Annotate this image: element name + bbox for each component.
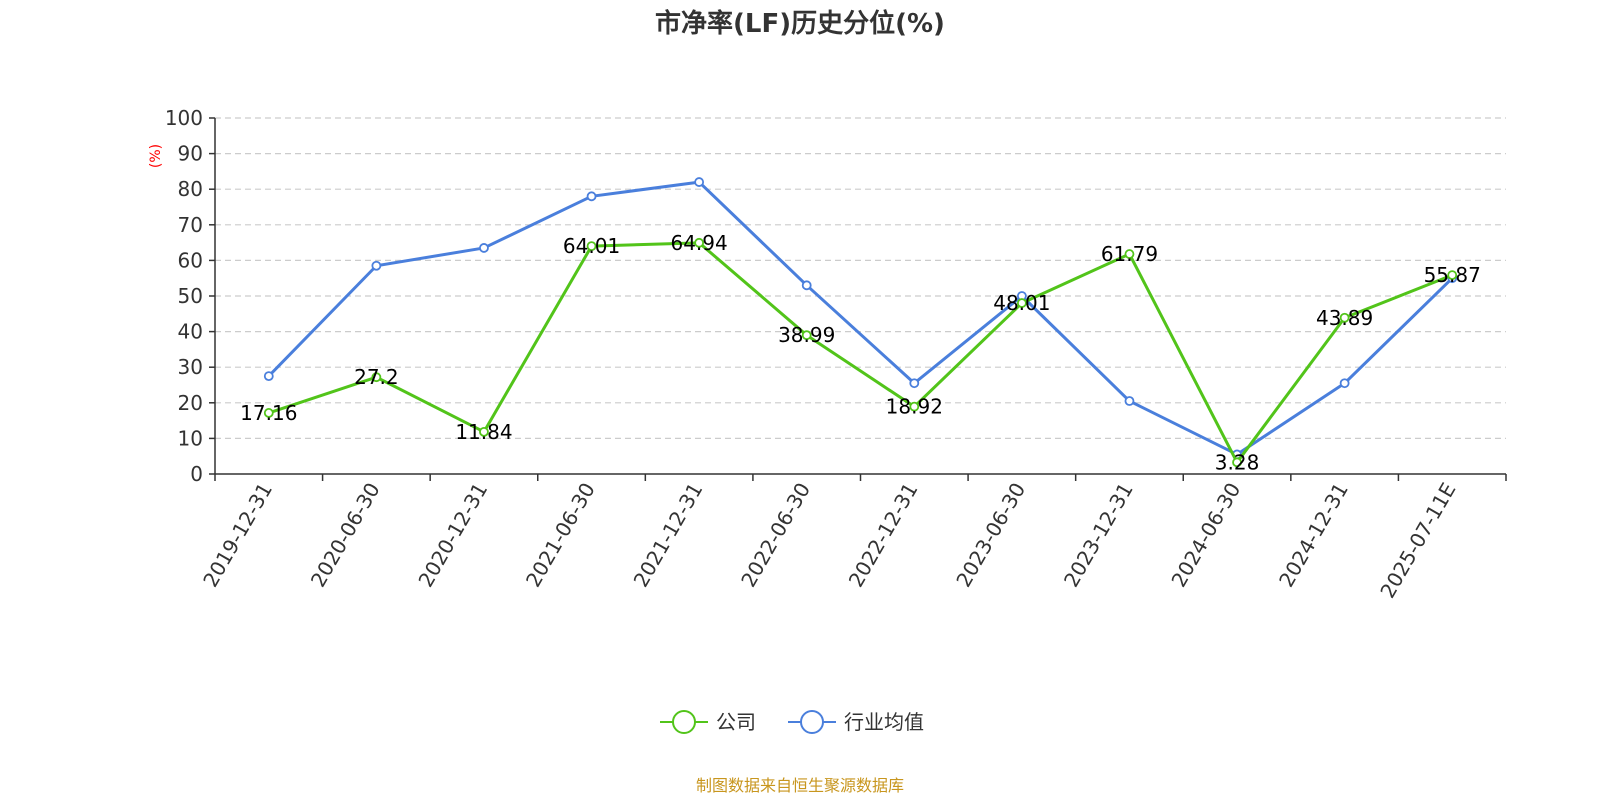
data-labels: 17.16 27.2 11.84 64.01 64.94 38.99 18.92 48.01 6…: [240, 231, 1481, 475]
series-point: [1016, 298, 1027, 308]
x-tick-label: 2019-12-31: [198, 479, 277, 592]
data-label: 38.99: [778, 323, 835, 347]
x-tick-label: 2020-12-31: [413, 479, 492, 592]
legend-marker: [800, 710, 824, 734]
series-point: [371, 372, 382, 383]
y-tick-label: 40: [178, 320, 203, 344]
series-point: [694, 177, 705, 187]
series-point: [479, 243, 489, 253]
series-line: [267, 180, 1454, 456]
series-point: [801, 280, 812, 291]
y-tick-label: 50: [178, 284, 203, 308]
y-tick-label: 90: [178, 142, 203, 166]
x-tick-label: 2022-06-30: [736, 479, 815, 592]
x-tick-label: 2025-07-11E: [1375, 479, 1460, 603]
x-tick-label: 2024-06-30: [1166, 479, 1245, 592]
data-label: 43.89: [1316, 306, 1373, 330]
series-point: [263, 408, 274, 418]
series-point: [1447, 270, 1458, 281]
chart-title: 市净率(LF)历史分位(%): [655, 8, 945, 39]
y-tick-label: 0: [190, 462, 203, 486]
legend-item[interactable]: 行业均值: [788, 710, 924, 734]
series-point: [1124, 249, 1135, 259]
series-point: [909, 401, 920, 412]
source-note: 制图数据来自恒生聚源数据库: [696, 776, 904, 795]
series-point: [1339, 378, 1350, 389]
data-label: 18.92: [886, 395, 943, 419]
y-tick-label: 20: [178, 391, 203, 415]
grid-lines: [215, 117, 1506, 439]
data-label: 64.94: [670, 231, 727, 255]
series-point: [586, 241, 597, 252]
y-tick-label: 10: [178, 426, 203, 450]
y-axis-unit: (%): [148, 144, 164, 168]
legend-label: 公司: [716, 710, 756, 734]
series-point: [1232, 457, 1242, 468]
legend[interactable]: 公司 行业均值: [660, 710, 924, 734]
legend-marker: [672, 710, 696, 734]
series-point: [263, 371, 274, 382]
data-label: 3.28: [1215, 450, 1260, 474]
series-point: [1124, 396, 1135, 406]
y-tick-label: 60: [178, 248, 203, 272]
data-label: 11.84: [455, 420, 512, 444]
y-tick-label: 30: [178, 355, 203, 379]
x-tick-label: 2022-12-31: [844, 479, 923, 592]
data-label: 55.87: [1424, 263, 1481, 287]
x-tick-label: 2020-06-30: [306, 479, 385, 592]
plot-area: [263, 177, 1458, 468]
x-axis-ticks: 2019-12-31 2020-06-30 2020-12-31 2021-06-30…: [198, 474, 1507, 603]
series-point: [909, 378, 920, 389]
y-tick-label: 70: [178, 213, 203, 237]
x-tick-label: 2024-12-31: [1274, 479, 1353, 592]
legend-label: 行业均值: [844, 710, 924, 734]
series-point: [586, 191, 597, 202]
series-line: [268, 241, 1453, 464]
x-tick-label: 2023-12-31: [1059, 479, 1138, 592]
legend-item[interactable]: 公司: [660, 710, 756, 734]
series-point: [371, 260, 382, 271]
series-point: [1339, 312, 1350, 323]
x-tick-label: 2021-12-31: [629, 479, 708, 592]
x-tick-label: 2023-06-30: [951, 479, 1030, 592]
series-point: [479, 426, 489, 437]
y-tick-label: 80: [178, 177, 203, 201]
y-axis-ticks: 0 10 20 30 40 50 60 70 80 90 100: [165, 106, 215, 486]
y-tick-label: 100: [165, 106, 203, 130]
data-label: 64.01: [563, 234, 620, 258]
data-label: 61.79: [1101, 242, 1158, 266]
data-label: 48.01: [993, 291, 1050, 315]
data-label: 27.2: [354, 365, 399, 389]
series-point: [801, 330, 812, 341]
series-point: [694, 237, 705, 248]
x-tick-label: 2021-06-30: [521, 479, 600, 592]
data-label: 17.16: [240, 401, 297, 425]
